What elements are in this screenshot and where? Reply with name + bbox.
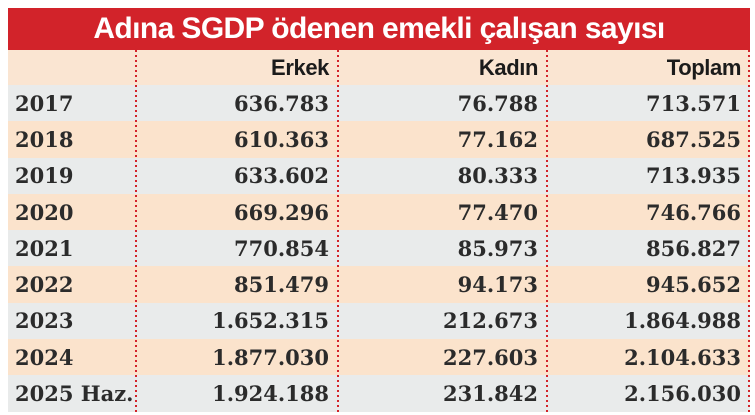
toplam-value-cell: 1.864.988 [624, 308, 741, 334]
kadin-value-cell: 85.973 [457, 235, 538, 261]
erkek-value-cell: 851.479 [234, 272, 329, 298]
kadin-value-cell: 77.470 [457, 199, 538, 225]
toplam-value-cell: 856.827 [646, 235, 741, 261]
table-row: 2024 1.877.030 227.603 2.104.633 [8, 339, 750, 376]
toplam-value-cell: 2.156.030 [624, 381, 741, 407]
table-row: 2017 636.783 76.788 713.571 [8, 85, 750, 122]
year-cell: 2024 [15, 344, 74, 370]
kadin-value-cell: 77.162 [457, 126, 538, 152]
toplam-value-cell: 713.571 [646, 90, 741, 116]
column-header-toplam: Toplam [666, 54, 742, 80]
table-row: 2018 610.363 77.162 687.525 [8, 121, 750, 158]
kadin-value-cell: 231.842 [443, 381, 538, 407]
table-header-row: Erkek Kadın Toplam [8, 50, 750, 85]
column-header-kadin: Kadın [478, 54, 539, 80]
erkek-value-cell: 1.877.030 [212, 344, 329, 370]
toplam-value-cell: 2.104.633 [624, 344, 741, 370]
column-header-erkek: Erkek [271, 54, 329, 80]
table-row: 2021 770.854 85.973 856.827 [8, 230, 750, 267]
kadin-value-cell: 80.333 [457, 163, 538, 189]
kadin-value-cell: 227.603 [443, 344, 538, 370]
erkek-value-cell: 669.296 [234, 199, 329, 225]
toplam-value-cell: 713.935 [646, 163, 741, 189]
kadin-value-cell: 94.173 [457, 272, 538, 298]
erkek-value-cell: 636.783 [234, 90, 329, 116]
table-title: Adına SGDP ödenen emekli çalışan sayısı [93, 12, 665, 45]
table-row: 2019 633.602 80.333 713.935 [8, 157, 750, 194]
table-row: 2022 851.479 94.173 945.652 [8, 266, 750, 303]
erkek-value-cell: 1.652.315 [212, 308, 329, 334]
kadin-value-cell: 212.673 [443, 308, 538, 334]
erkek-value-cell: 770.854 [234, 235, 329, 261]
sgdp-retired-workers-table: Adına SGDP ödenen emekli çalışan sayısı … [8, 8, 750, 412]
year-cell: 2021 [15, 235, 74, 261]
toplam-value-cell: 687.525 [646, 126, 741, 152]
year-cell: 2023 [15, 308, 74, 334]
erkek-value-cell: 610.363 [234, 126, 329, 152]
table-title-bar: Adına SGDP ödenen emekli çalışan sayısı [8, 8, 750, 50]
year-cell: 2022 [15, 272, 74, 298]
kadin-value-cell: 76.788 [457, 90, 538, 116]
table-row: 2020 669.296 77.470 746.766 [8, 193, 750, 231]
year-cell: 2019 [15, 163, 74, 189]
table-row: 2025 Haz. 1.924.188 231.842 2.156.030 [8, 375, 750, 412]
year-cell: 2025 Haz. [15, 381, 134, 407]
year-cell: 2018 [15, 126, 74, 152]
year-cell: 2017 [15, 90, 74, 116]
toplam-value-cell: 945.652 [646, 272, 741, 298]
year-cell: 2020 [15, 199, 74, 225]
toplam-value-cell: 746.766 [646, 199, 741, 225]
erkek-value-cell: 1.924.188 [212, 381, 329, 407]
erkek-value-cell: 633.602 [234, 163, 329, 189]
table-row: 2023 1.652.315 212.673 1.864.988 [8, 302, 750, 340]
